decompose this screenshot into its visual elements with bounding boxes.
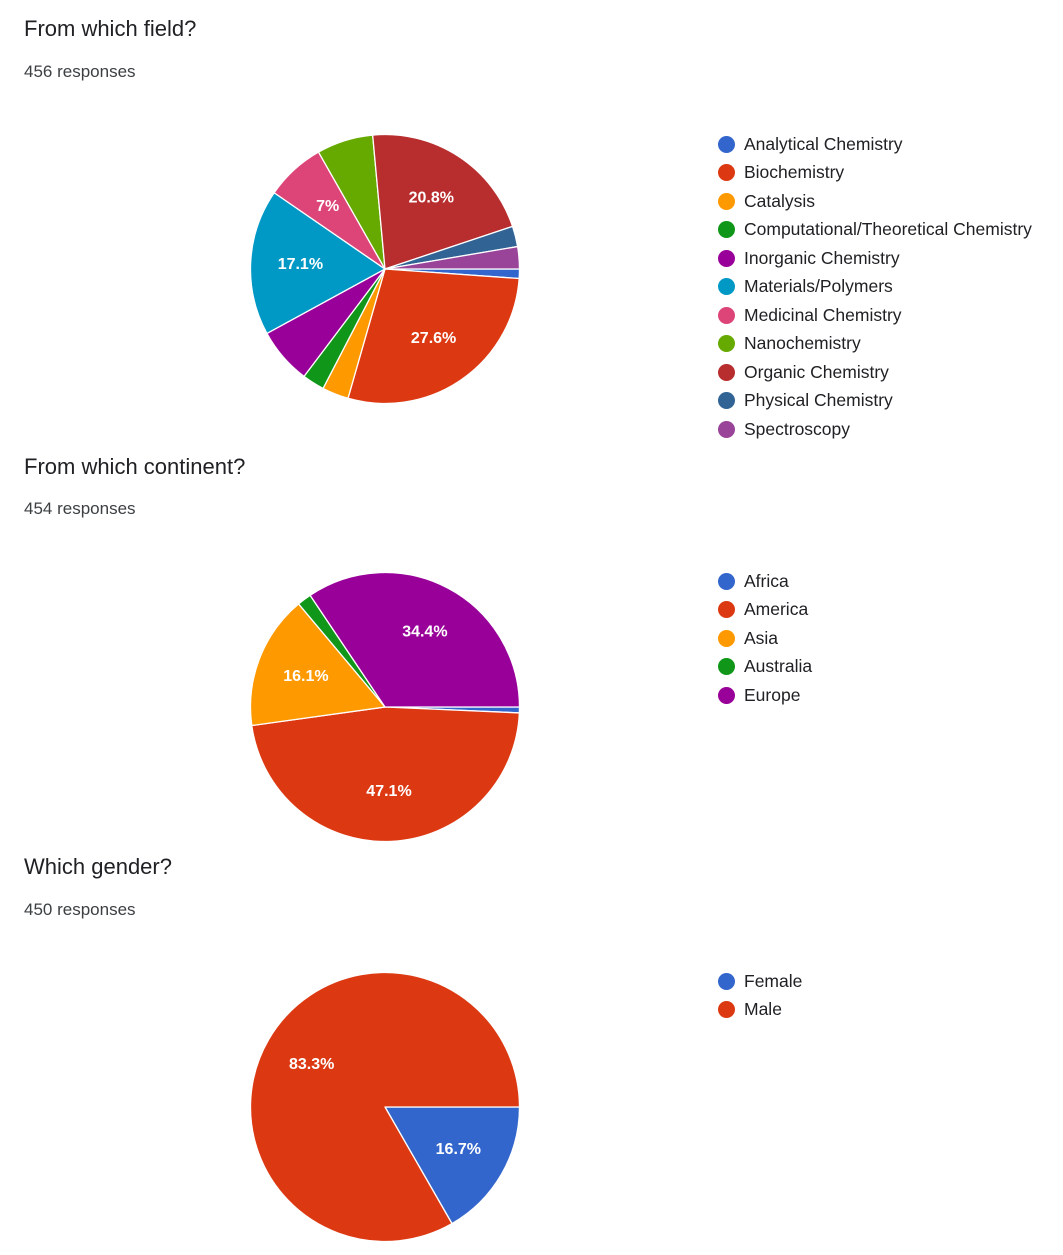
legend-label: Australia: [744, 656, 813, 677]
legend-label: Biochemistry: [744, 162, 845, 183]
slice-label-female: 16.7%: [436, 1141, 481, 1158]
legend-label: Female: [744, 970, 803, 991]
chart-section-gender: Which gender? 450 responses 16.7% 83.3% F…: [0, 845, 1063, 1255]
legend-label: Physical Chemistry: [744, 390, 893, 411]
slice-label-europe: 34.4%: [402, 624, 447, 641]
legend-swatch-icon: [718, 572, 735, 590]
legend-label: Spectroscopy: [744, 418, 851, 439]
question-title: From which field?: [24, 16, 197, 41]
legend-label: Materials/Polymers: [744, 276, 893, 297]
legend-item-analytical-chemistry[interactable]: Analytical Chemistry: [718, 130, 1032, 159]
chart-legend: Analytical Chemistry Biochemistry Catalysi…: [718, 130, 1032, 444]
question-title: Which gender?: [24, 854, 172, 879]
legend-swatch-icon: [718, 686, 735, 704]
legend-item-australia[interactable]: Australia: [718, 653, 812, 682]
legend-swatch-icon: [718, 658, 735, 676]
chart-section-continent: From which continent? 454 responses 47.1…: [0, 445, 1063, 845]
pie-slice-spectroscopy[interactable]: [384, 245, 521, 270]
legend-item-catalysis[interactable]: Catalysis: [718, 187, 1032, 216]
legend-item-biochemistry[interactable]: Biochemistry: [718, 159, 1032, 188]
slice-label-materials-polymers: 17.1%: [278, 256, 323, 273]
legend-item-male[interactable]: Male: [718, 996, 802, 1025]
chart-legend: Africa America Asia Australia Europe: [718, 567, 812, 710]
pie-chart: 27.6% 17.1% 7% 20.8%: [249, 133, 521, 405]
pie-slice-organic-chemistry[interactable]: [372, 133, 514, 270]
legend-label: Inorganic Chemistry: [744, 247, 900, 268]
legend-label: Nanochemistry: [744, 333, 861, 354]
legend-item-female[interactable]: Female: [718, 967, 802, 996]
legend-item-inorganic-chemistry[interactable]: Inorganic Chemistry: [718, 244, 1032, 273]
legend-label: Catalysis: [744, 190, 815, 211]
chart-legend: Female Male: [718, 967, 802, 1024]
legend-item-materials-polymers[interactable]: Materials/Polymers: [718, 273, 1032, 302]
slice-label-biochemistry: 27.6%: [411, 330, 456, 347]
legend-item-asia[interactable]: Asia: [718, 624, 812, 653]
question-title: From which continent?: [24, 454, 246, 479]
legend-label: Europe: [744, 684, 801, 705]
legend-swatch-icon: [718, 135, 735, 153]
slice-label-america: 47.1%: [366, 783, 411, 800]
response-count: 454 responses: [24, 499, 136, 518]
pie-slice-male[interactable]: [249, 971, 521, 1243]
response-count: 456 responses: [24, 62, 136, 81]
chart-section-field: From which field? 456 responses 27.6% 17.…: [0, 0, 1063, 445]
slice-label-organic-chemistry: 20.8%: [409, 190, 454, 207]
legend-item-spectroscopy[interactable]: Spectroscopy: [718, 415, 1032, 444]
response-count: 450 responses: [24, 900, 136, 919]
legend-item-computational-theoretical-chemistry[interactable]: Computational/Theoretical Chemistry: [718, 216, 1032, 245]
legend-swatch-icon: [718, 249, 735, 267]
legend-item-africa[interactable]: Africa: [718, 567, 812, 596]
slice-label-asia: 16.1%: [283, 668, 328, 685]
legend-label: Computational/Theoretical Chemistry: [744, 219, 1032, 240]
pie-slice-female[interactable]: [384, 1106, 521, 1225]
pie-chart: 16.7% 83.3%: [249, 971, 521, 1243]
pie-slice-asia[interactable]: [249, 603, 386, 727]
legend-label: Asia: [744, 627, 779, 648]
legend-swatch-icon: [718, 629, 735, 647]
pie-chart: 47.1% 16.1% 34.4%: [249, 571, 521, 843]
slice-label-medicinal-chemistry: 7%: [316, 198, 339, 215]
pie-slice-materials-polymers[interactable]: [249, 192, 386, 335]
legend-swatch-icon: [718, 335, 735, 353]
legend-swatch-icon: [718, 392, 735, 410]
legend-item-america[interactable]: America: [718, 596, 812, 625]
legend-label: Africa: [744, 570, 789, 591]
slice-label-male: 83.3%: [289, 1056, 334, 1073]
legend-label: Organic Chemistry: [744, 361, 889, 382]
legend-swatch-icon: [718, 972, 735, 990]
legend-item-medicinal-chemistry[interactable]: Medicinal Chemistry: [718, 301, 1032, 330]
legend-item-europe[interactable]: Europe: [718, 681, 812, 710]
legend-swatch-icon: [718, 420, 735, 438]
legend-swatch-icon: [718, 363, 735, 381]
legend-item-physical-chemistry[interactable]: Physical Chemistry: [718, 387, 1032, 416]
legend-swatch-icon: [718, 306, 735, 324]
pie-slice-europe[interactable]: [309, 571, 521, 708]
legend-label: America: [744, 599, 809, 620]
legend-label: Male: [744, 999, 782, 1020]
legend-swatch-icon: [718, 1001, 735, 1019]
legend-swatch-icon: [718, 221, 735, 239]
legend-label: Analytical Chemistry: [744, 133, 903, 154]
legend-swatch-icon: [718, 601, 735, 619]
legend-swatch-icon: [718, 192, 735, 210]
legend-item-organic-chemistry[interactable]: Organic Chemistry: [718, 358, 1032, 387]
legend-swatch-icon: [718, 164, 735, 182]
legend-item-nanochemistry[interactable]: Nanochemistry: [718, 330, 1032, 359]
legend-swatch-icon: [718, 278, 735, 296]
pie-slice-biochemistry[interactable]: [347, 268, 520, 405]
legend-label: Medicinal Chemistry: [744, 304, 902, 325]
pie-slice-america[interactable]: [251, 706, 521, 843]
